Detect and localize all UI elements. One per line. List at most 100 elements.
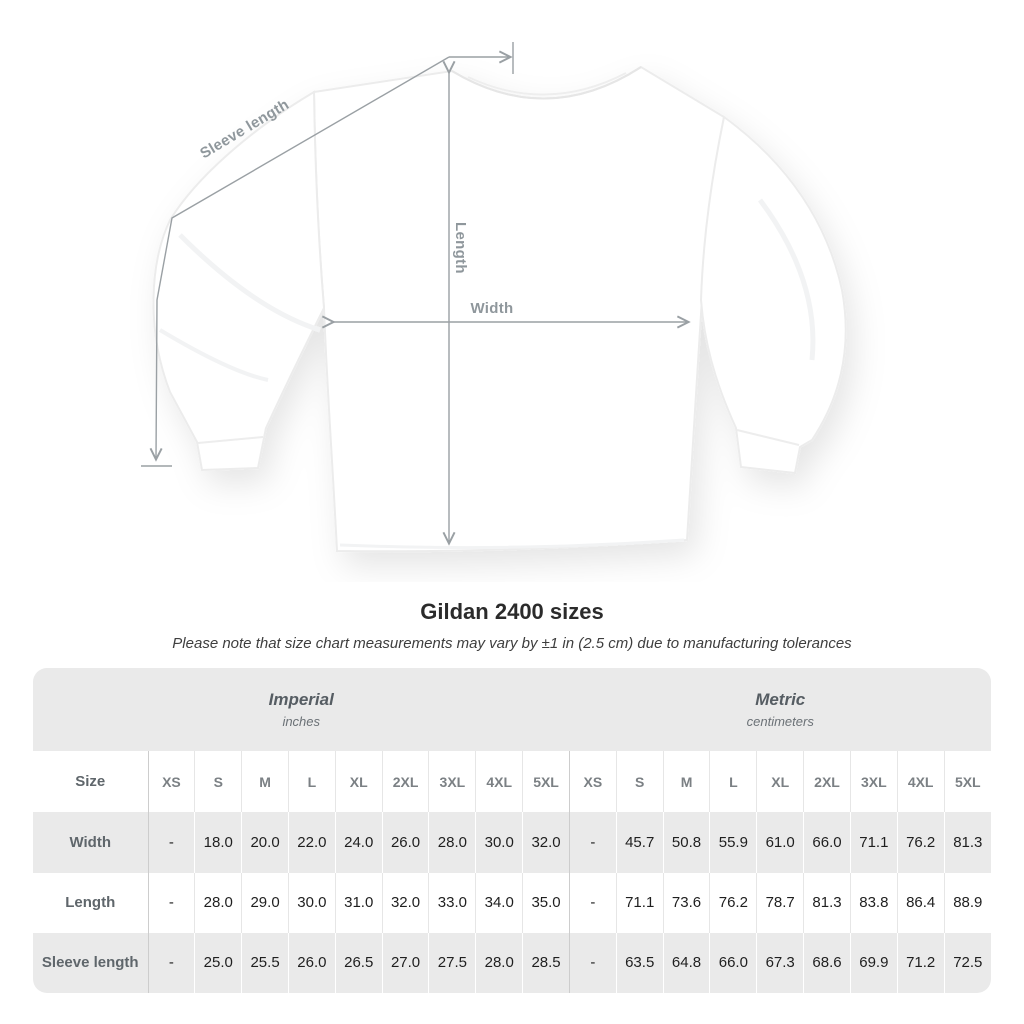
value-cell-imperial: 26.5 [334, 932, 383, 993]
value-cell-imperial: 27.5 [428, 932, 476, 993]
unit-group-row: Imperial inches Metric centimeters [33, 668, 991, 752]
size-header-imperial-2xl: 2XL [381, 751, 429, 813]
size-header-metric-2xl: 2XL [803, 751, 851, 813]
value-cell-metric: 76.2 [709, 872, 757, 933]
measurement-row-sleeve-length: Sleeve length -25.0 25.5 26.0 26.5 27.0 27.5 28… [33, 932, 991, 993]
value-cell-imperial: 28.0 [475, 932, 523, 993]
page-title: Gildan 2400 sizes [420, 599, 604, 624]
row-label: Width [69, 834, 111, 852]
measurement-row-length: Length -28.0 29.0 30.0 31.0 32.0 33.0 34.0 35.0-… [33, 872, 991, 933]
value-cell-metric: 66.0 [803, 812, 851, 873]
value-cell-metric: 76.2 [896, 812, 945, 873]
value-cell-imperial: 24.0 [334, 812, 383, 873]
left-cuff-seam [197, 436, 264, 444]
value-cell-metric: 71.1 [849, 812, 898, 873]
value-cell-imperial: 27.0 [381, 932, 429, 993]
value-cell-imperial: 26.0 [381, 812, 429, 873]
measurement-row-width: Width -18.0 20.0 22.0 24.0 26.0 28.0 30.0 32.0-4… [33, 812, 991, 873]
value-cell-imperial: 26.0 [287, 932, 336, 993]
right-sleeve-crease [757, 198, 816, 361]
right-cuff-seam [736, 429, 800, 446]
value-cell-imperial: 20.0 [241, 812, 289, 873]
value-cell-imperial: - [147, 812, 195, 873]
shirt-left-sleeve [152, 90, 326, 472]
size-header-imperial-xs: XS [147, 751, 195, 813]
left-sleeve-crease-2 [158, 328, 269, 382]
value-cell-imperial: - [147, 872, 195, 933]
size-header-metric-xs: XS [568, 751, 617, 813]
size-header-metric-s: S [615, 751, 664, 813]
value-cell-imperial: 35.0 [522, 872, 570, 933]
value-cell-metric: 45.7 [615, 812, 664, 873]
value-cell-imperial: 33.0 [428, 872, 476, 933]
value-cell-imperial: 32.0 [522, 812, 570, 873]
shirt-right-sleeve [699, 115, 847, 475]
size-header-imperial-xl: XL [334, 751, 383, 813]
size-header-metric-m: M [662, 751, 710, 813]
size-header-imperial-s: S [194, 751, 242, 813]
value-cell-metric: 72.5 [943, 932, 991, 993]
size-column-header: Size [33, 751, 148, 813]
left-sleeve-crease [178, 233, 321, 333]
value-cell-metric: 68.6 [803, 932, 851, 993]
size-table: Imperial inches Metric centimeters Size XS S M L… [33, 668, 991, 993]
value-cell-metric: 50.8 [662, 812, 710, 873]
size-header-imperial-5xl: 5XL [522, 751, 570, 813]
shirt-collar [451, 66, 642, 100]
value-cell-imperial: 30.0 [287, 872, 336, 933]
value-cell-metric: 61.0 [756, 812, 804, 873]
tolerance-note: Please note that size chart measurements… [172, 635, 852, 652]
size-header-metric-xl: XL [756, 751, 804, 813]
value-cell-metric: - [568, 932, 617, 993]
value-cell-metric: 69.9 [849, 932, 898, 993]
value-cell-metric: 81.3 [943, 812, 991, 873]
value-cell-metric: - [568, 872, 617, 933]
value-cell-imperial: 28.0 [428, 812, 476, 873]
value-cell-metric: 73.6 [662, 872, 710, 933]
value-cell-metric: - [568, 812, 617, 873]
value-cell-imperial: 28.5 [522, 932, 570, 993]
size-header-imperial-m: M [241, 751, 289, 813]
value-cell-metric: 66.0 [709, 932, 757, 993]
value-cell-metric: 63.5 [615, 932, 664, 993]
width-label: Width [470, 300, 513, 317]
shoulder-crease [339, 538, 685, 550]
sleeve-length-measure [141, 42, 514, 467]
value-cell-imperial: 18.0 [194, 812, 242, 873]
shirt-illustration [152, 65, 847, 553]
shirt-collar-inner [467, 72, 627, 96]
value-cell-metric: 71.1 [615, 872, 664, 933]
size-header-metric-3xl: 3XL [849, 751, 898, 813]
unit-group-metric: Metric centimeters [569, 668, 991, 752]
unit-group-label: Imperial [268, 690, 334, 710]
row-label: Sleeve length [41, 954, 139, 972]
size-header-metric-l: L [709, 751, 757, 813]
value-cell-metric: 81.3 [803, 872, 851, 933]
value-cell-metric: 83.8 [849, 872, 898, 933]
length-label: Length [452, 222, 469, 274]
value-cell-imperial: 25.5 [241, 932, 289, 993]
value-cell-imperial: 22.0 [287, 812, 336, 873]
size-header-imperial-3xl: 3XL [428, 751, 476, 813]
value-cell-metric: 71.2 [896, 932, 945, 993]
value-cell-imperial: 28.0 [194, 872, 242, 933]
unit-group-sublabel: centimeters [746, 714, 814, 730]
value-cell-metric: 67.3 [756, 932, 804, 993]
value-cell-metric: 86.4 [896, 872, 945, 933]
unit-group-label: Metric [755, 690, 806, 710]
row-label: Length [65, 894, 116, 912]
size-header-imperial-4xl: 4XL [475, 751, 523, 813]
value-cell-metric: 88.9 [943, 872, 991, 933]
value-cell-metric: 64.8 [662, 932, 710, 993]
unit-group-sublabel: inches [282, 714, 321, 730]
shirt-diagram: Sleeve length Length Width [141, 42, 847, 553]
value-cell-imperial: 25.0 [194, 932, 242, 993]
value-cell-metric: 78.7 [756, 872, 804, 933]
size-header-metric-4xl: 4XL [896, 751, 945, 813]
value-cell-imperial: 29.0 [241, 872, 289, 933]
sleeve-diagonal-line [149, 56, 450, 462]
size-header-metric-5xl: 5XL [943, 751, 991, 813]
value-cell-imperial: 34.0 [475, 872, 523, 933]
size-header-imperial-l: L [287, 751, 336, 813]
